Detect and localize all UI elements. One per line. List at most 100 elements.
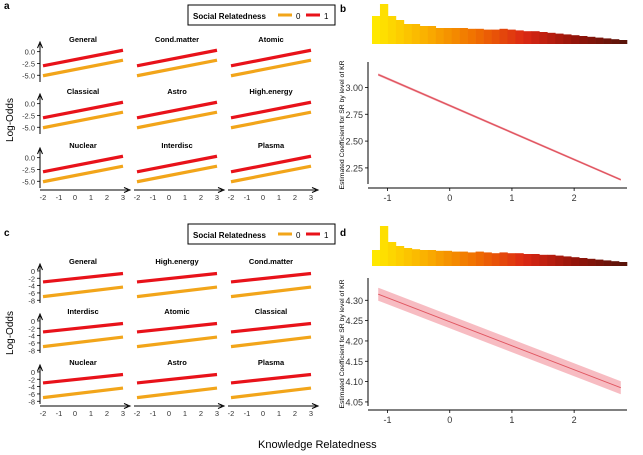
series-line-1 <box>42 321 124 334</box>
y-tick-label: -2 <box>28 274 35 283</box>
x-tick-label: 2 <box>199 409 203 418</box>
histogram-bar <box>435 250 445 266</box>
histogram-bar <box>459 251 468 266</box>
y-tick-label: 0.0 <box>25 100 35 109</box>
series-line-0 <box>42 164 124 184</box>
y-tick-label: -2.5 <box>22 111 35 120</box>
x-tick-label: 1 <box>277 193 281 202</box>
facet-title: Interdisc <box>67 307 98 316</box>
series-line-0 <box>42 110 124 130</box>
y-tick-label: -8 <box>28 397 35 406</box>
x-tick-label: 0 <box>447 415 452 425</box>
series-line-1 <box>230 154 312 174</box>
estimate-line <box>378 293 621 389</box>
histogram-bar <box>603 38 612 44</box>
histogram-bar <box>523 31 532 44</box>
x-tick-label: 3 <box>121 193 125 202</box>
facet-title: Plasma <box>258 358 285 367</box>
histogram-bar <box>403 248 413 266</box>
histogram-bar <box>491 29 500 44</box>
x-tick-label: 3 <box>215 409 219 418</box>
panel-label-d: d <box>340 228 346 239</box>
histogram-bar <box>515 30 524 44</box>
histogram-bar <box>379 4 389 44</box>
x-axis-arrow <box>217 187 226 193</box>
y-tick-label: 2.25 <box>345 163 363 173</box>
y-tick-label: -8 <box>28 346 35 355</box>
x-tick-label: -1 <box>244 193 251 202</box>
y-tick-label: 0 <box>31 317 35 326</box>
histogram-bar <box>571 257 580 266</box>
legend-title-bottom: Social Relatedness <box>193 231 266 240</box>
x-tick-label: 0 <box>447 193 452 203</box>
y-tick-label: 4.20 <box>345 336 363 346</box>
y-tick-label: 2.75 <box>345 110 363 120</box>
series-line-1 <box>42 48 124 68</box>
y-axis-title: Log-Odds <box>5 311 16 355</box>
facet-title: Interdisc <box>161 141 192 150</box>
x-tick-label: -1 <box>150 409 157 418</box>
histogram-bar <box>372 250 381 266</box>
y-tick-label: -5.0 <box>22 177 35 186</box>
x-axis-arrow <box>311 403 320 409</box>
histogram-bar <box>427 250 437 266</box>
y-axis-title: Estimated Coefficient for SR by level of… <box>339 279 346 408</box>
x-tick-label: 1 <box>509 415 514 425</box>
histogram-bar <box>507 29 516 44</box>
x-tick-label: 1 <box>89 193 93 202</box>
series-line-0 <box>136 58 218 78</box>
x-axis-arrow <box>123 403 132 409</box>
histogram-bar <box>571 35 580 44</box>
x-axis-arrow <box>123 187 132 193</box>
panel-label-b: b <box>340 4 346 15</box>
series-line-0 <box>42 285 124 299</box>
legend-box-top <box>187 4 336 26</box>
facet-title: Classical <box>67 87 100 96</box>
histogram-bar <box>372 16 381 44</box>
x-tick-label: 0 <box>261 409 265 418</box>
histogram-bar <box>379 226 389 266</box>
facet-title: Nuclear <box>69 141 97 150</box>
series-line-0 <box>230 386 312 400</box>
y-tick-label: 0.0 <box>25 48 35 57</box>
x-tick-label: 2 <box>105 409 109 418</box>
x-tick-label: -1 <box>56 409 63 418</box>
y-tick-label: -4 <box>28 383 35 392</box>
histogram-bar <box>443 28 452 44</box>
y-axis-arrow <box>37 262 43 271</box>
histogram-bar <box>451 28 460 44</box>
histogram-bar <box>419 250 429 266</box>
histogram-bar <box>411 24 421 44</box>
histogram-bar <box>531 254 540 266</box>
histogram-bar <box>395 246 405 266</box>
histogram-bar <box>459 28 468 44</box>
histogram-bar <box>483 252 492 266</box>
histogram-bar <box>579 36 588 44</box>
y-tick-label: 0 <box>31 368 35 377</box>
y-tick-label: -4 <box>28 332 35 341</box>
x-tick-label: -2 <box>40 193 47 202</box>
facet-title: General <box>69 257 97 266</box>
series-line-1 <box>230 372 312 385</box>
x-tick-label: -2 <box>228 193 235 202</box>
facet-title: Classical <box>255 307 288 316</box>
x-tick-label: 1 <box>509 193 514 203</box>
series-line-1 <box>136 100 218 120</box>
histogram-bar <box>491 253 500 266</box>
histogram-bar <box>587 258 596 266</box>
histogram-bar <box>475 28 484 44</box>
x-tick-label: 3 <box>309 193 313 202</box>
histogram-bar <box>443 250 452 266</box>
x-tick-label: 0 <box>167 409 171 418</box>
facet-title: Astro <box>167 358 187 367</box>
series-line-1 <box>230 100 312 120</box>
y-tick-label: -6 <box>28 390 35 399</box>
legend-label-0-bottom: 0 <box>296 231 301 240</box>
histogram-bar <box>475 251 484 266</box>
histogram-bar <box>467 28 476 44</box>
histogram-bar <box>547 254 556 266</box>
x-tick-label: 2 <box>572 415 577 425</box>
series-line-0 <box>230 110 312 130</box>
facet-title: High.energy <box>249 87 293 96</box>
